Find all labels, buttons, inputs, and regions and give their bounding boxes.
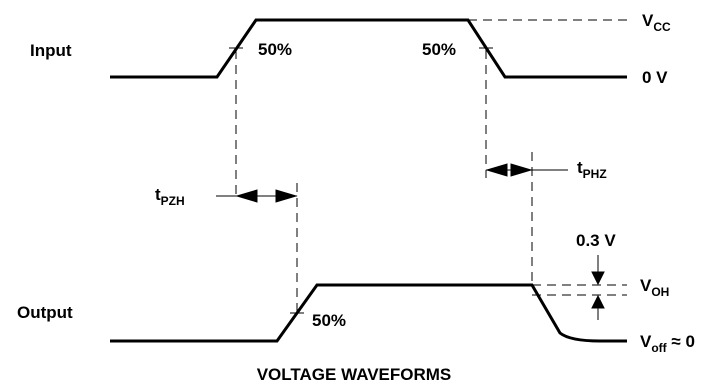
tpzh-arrow-right bbox=[275, 189, 298, 203]
tphz-label: tPHZ bbox=[577, 158, 607, 181]
input-waveform bbox=[110, 18, 627, 79]
tphz-arrow-left bbox=[485, 163, 508, 177]
output-rise-threshold-label: 50% bbox=[312, 311, 346, 330]
input-fall-threshold-label: 50% bbox=[422, 40, 456, 59]
output-waveform bbox=[110, 283, 627, 343]
offset-voltage-label: 0.3 V bbox=[576, 231, 616, 250]
input-label: Input bbox=[30, 41, 72, 60]
offset-arrow-up bbox=[591, 294, 605, 309]
tphz-arrow-right bbox=[510, 163, 533, 177]
voff-label: Voff ≈ 0 bbox=[640, 332, 695, 355]
voh-label: VOH bbox=[640, 276, 669, 299]
tpzh-label: tPZH bbox=[155, 185, 185, 208]
offset-arrow-down bbox=[591, 271, 605, 286]
output-label: Output bbox=[17, 303, 73, 322]
input-rise-threshold-label: 50% bbox=[258, 40, 292, 59]
zero-volt-label: 0 V bbox=[642, 68, 668, 87]
tpzh-arrow-left bbox=[235, 189, 258, 203]
diagram-caption: VOLTAGE WAVEFORMS bbox=[257, 365, 452, 384]
vcc-label: VCC bbox=[642, 11, 671, 34]
